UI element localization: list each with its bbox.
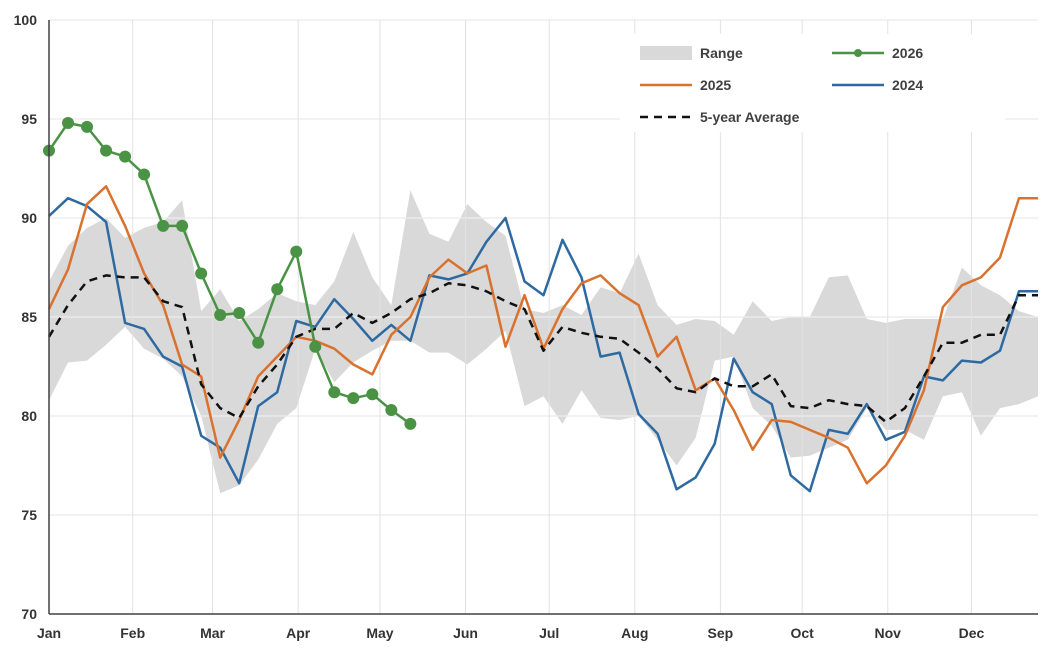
legend-label-2024: 2024	[892, 77, 923, 93]
series-point-2026	[252, 336, 265, 349]
series-point-2026	[233, 307, 246, 320]
x-tick-label: Mar	[200, 625, 225, 641]
legend: Range 2026 2025 2024 5-year Average	[620, 34, 1005, 132]
x-tick-label: Jun	[453, 625, 478, 641]
series-point-2026	[366, 388, 379, 401]
series-point-2026	[119, 150, 132, 163]
y-tick-label: 95	[21, 111, 37, 127]
series-point-2026	[195, 267, 208, 280]
legend-swatch-range	[640, 46, 692, 60]
series-point-2026	[157, 219, 170, 232]
y-tick-label: 90	[21, 210, 37, 226]
series-point-2026	[271, 283, 284, 296]
x-tick-label: Aug	[621, 625, 648, 641]
series-point-2026	[328, 386, 341, 399]
x-tick-label: Jan	[37, 625, 61, 641]
legend-label-2026: 2026	[892, 45, 923, 61]
range-band-layer	[49, 190, 1038, 494]
x-tick-label: Apr	[286, 625, 311, 641]
x-tick-label: Dec	[959, 625, 985, 641]
range-band	[49, 190, 1038, 494]
legend-marker-2026	[854, 49, 862, 57]
series-point-2026	[62, 116, 75, 129]
series-line-2024	[48, 196, 1038, 493]
x-tick-label: May	[366, 625, 393, 641]
y-tick-label: 100	[14, 12, 38, 28]
x-tick-label: Sep	[708, 625, 734, 641]
y-tick-label: 80	[21, 408, 37, 424]
series-point-2026	[290, 245, 303, 258]
series-point-2026	[138, 168, 151, 181]
gridlines	[49, 19, 1038, 614]
y-tick-label: 70	[21, 606, 37, 622]
series-point-2026	[100, 144, 113, 157]
series-point-2026	[404, 417, 417, 430]
y-tick-label: 85	[21, 309, 37, 325]
series-point-2026	[385, 404, 398, 417]
x-tick-label: Feb	[120, 625, 145, 641]
series-line-5-year-average	[47, 274, 1038, 424]
x-tick-label: Oct	[790, 625, 814, 641]
series-point-2026	[347, 392, 360, 405]
x-tick-label: Jul	[539, 625, 559, 641]
series-point-2026	[81, 120, 94, 133]
legend-label-range: Range	[700, 45, 743, 61]
legend-label-5-year-average: 5-year Average	[700, 109, 800, 125]
x-tick-label: Nov	[875, 625, 902, 641]
series-point-2026	[214, 309, 227, 322]
legend-label-2025: 2025	[700, 77, 731, 93]
series-point-2026	[309, 340, 322, 353]
series-layer	[43, 116, 1038, 493]
axes: 70 75 80 85 90 95 100 Jan Feb Mar Apr May Jun Jul Aug S…	[14, 12, 1038, 641]
series-point-2026	[176, 219, 189, 232]
y-tick-label: 75	[21, 507, 37, 523]
